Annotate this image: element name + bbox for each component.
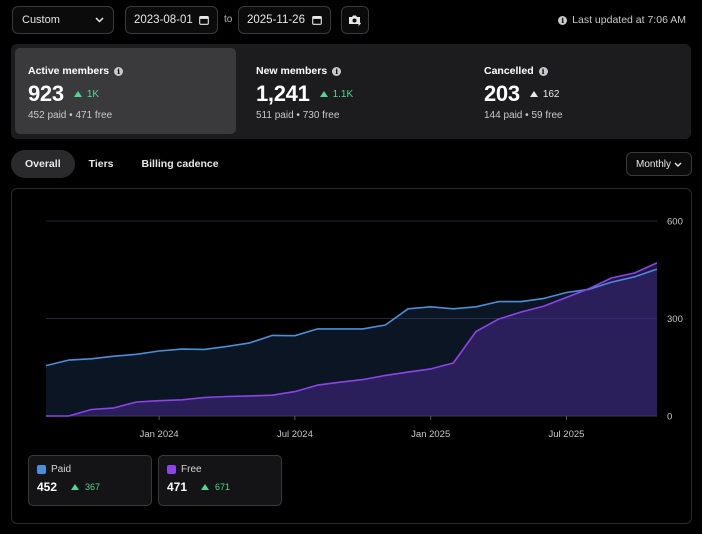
camera-icon bbox=[349, 15, 361, 26]
stat-value: 923 bbox=[28, 81, 64, 106]
start-date-value: 2023-08-01 bbox=[134, 14, 193, 26]
stat-free: 471 free bbox=[75, 110, 113, 121]
stat-label: Cancelled bbox=[484, 65, 534, 77]
stat-card-new-members[interactable]: New members i 1,241 1.1K 511 paid • 730 f… bbox=[243, 48, 464, 134]
stat-delta-value: 1.1K bbox=[332, 88, 354, 100]
stat-breakdown: 452 paid • 471 free bbox=[28, 110, 236, 121]
legend-delta: 671 bbox=[201, 482, 230, 492]
chart-card bbox=[11, 188, 692, 524]
separator: • bbox=[296, 110, 300, 121]
period-select[interactable]: Monthly bbox=[626, 152, 692, 176]
stats-panel: Active members i 923 1K 452 paid • 471 fr… bbox=[11, 44, 691, 139]
legend-value: 452 bbox=[37, 480, 58, 494]
tab-tiers[interactable]: Tiers bbox=[88, 158, 114, 170]
separator: • bbox=[69, 110, 73, 121]
arrow-up-icon bbox=[73, 91, 82, 97]
last-updated-text: Last updated at 7:06 AM bbox=[572, 14, 686, 26]
legend-delta-value: 367 bbox=[85, 482, 101, 492]
end-date-value: 2025-11-26 bbox=[247, 14, 305, 26]
stat-value: 203 bbox=[484, 81, 520, 106]
start-date-input[interactable]: 2023-08-01 bbox=[125, 6, 218, 34]
calendar-icon[interactable] bbox=[312, 15, 322, 25]
x-tick-label: Jan 2025 bbox=[411, 429, 450, 440]
series-area-paid bbox=[46, 269, 657, 416]
stat-label: New members bbox=[256, 65, 328, 77]
series-area-free bbox=[46, 262, 657, 416]
arrow-up-icon bbox=[529, 91, 538, 97]
date-range-select[interactable]: Custom bbox=[12, 6, 114, 34]
y-tick-label: 600 bbox=[667, 217, 683, 228]
stat-value: 1,241 bbox=[256, 81, 310, 106]
tab-overall[interactable]: Overall bbox=[11, 150, 75, 178]
stat-free: 59 free bbox=[531, 110, 563, 121]
legend-item-paid[interactable]: Paid 452 367 bbox=[28, 455, 152, 506]
stat-delta: 1K bbox=[73, 88, 100, 100]
stat-delta: 1.1K bbox=[319, 88, 354, 100]
info-icon[interactable]: i bbox=[538, 66, 548, 76]
calendar-icon[interactable] bbox=[199, 15, 209, 25]
stat-breakdown: 511 paid • 730 free bbox=[256, 110, 464, 121]
stat-breakdown: 144 paid • 59 free bbox=[484, 110, 692, 121]
info-icon[interactable]: i bbox=[332, 66, 342, 76]
arrow-up-icon bbox=[201, 484, 210, 490]
separator: • bbox=[525, 110, 529, 121]
stat-delta: 162 bbox=[529, 88, 560, 100]
last-updated: i Last updated at 7:06 AM bbox=[558, 14, 686, 26]
legend-swatch-free bbox=[167, 465, 176, 474]
legend-label: Paid bbox=[51, 464, 72, 475]
stat-paid: 511 paid bbox=[256, 110, 294, 121]
x-tick-label: Jan 2024 bbox=[140, 429, 179, 440]
chevron-down-icon bbox=[674, 162, 682, 167]
tab-billing-cadence[interactable]: Billing cadence bbox=[141, 158, 219, 170]
legend-item-free[interactable]: Free 471 671 bbox=[158, 455, 282, 506]
x-tick-label: Jul 2025 bbox=[549, 429, 585, 440]
legend-swatch-paid bbox=[37, 465, 46, 474]
stat-paid: 452 paid bbox=[28, 110, 67, 121]
x-tick-label: Jul 2024 bbox=[277, 429, 313, 440]
stat-card-cancelled[interactable]: Cancelled i 203 162 144 paid • 59 free bbox=[471, 48, 692, 134]
y-tick-label: 0 bbox=[667, 412, 672, 423]
info-icon[interactable]: i bbox=[114, 66, 124, 76]
arrow-up-icon bbox=[319, 91, 328, 97]
legend-label: Free bbox=[181, 464, 202, 475]
series-line-paid bbox=[45, 268, 658, 367]
stat-card-active-members[interactable]: Active members i 923 1K 452 paid • 471 fr… bbox=[15, 48, 236, 134]
info-icon: i bbox=[558, 15, 568, 25]
legend-value: 471 bbox=[167, 480, 188, 494]
arrow-up-icon bbox=[71, 484, 80, 490]
stat-delta-value: 1K bbox=[86, 88, 100, 100]
stat-delta-value: 162 bbox=[542, 88, 560, 100]
date-range-select-value: Custom bbox=[22, 14, 60, 26]
legend-delta-value: 671 bbox=[215, 482, 231, 492]
end-date-input[interactable]: 2025-11-26 bbox=[238, 6, 331, 34]
chart-tabs: Overall Tiers Billing cadence bbox=[11, 150, 233, 178]
chevron-down-icon bbox=[95, 17, 104, 23]
date-range-to-label: to bbox=[224, 14, 233, 25]
stat-paid: 144 paid bbox=[484, 110, 523, 121]
stat-label: Active members bbox=[28, 65, 110, 77]
legend-delta: 367 bbox=[71, 482, 100, 492]
stat-free: 730 free bbox=[302, 110, 340, 121]
y-tick-label: 300 bbox=[667, 314, 683, 325]
export-button[interactable] bbox=[341, 6, 369, 34]
period-select-value: Monthly bbox=[636, 158, 672, 170]
series-line-free bbox=[46, 262, 658, 417]
